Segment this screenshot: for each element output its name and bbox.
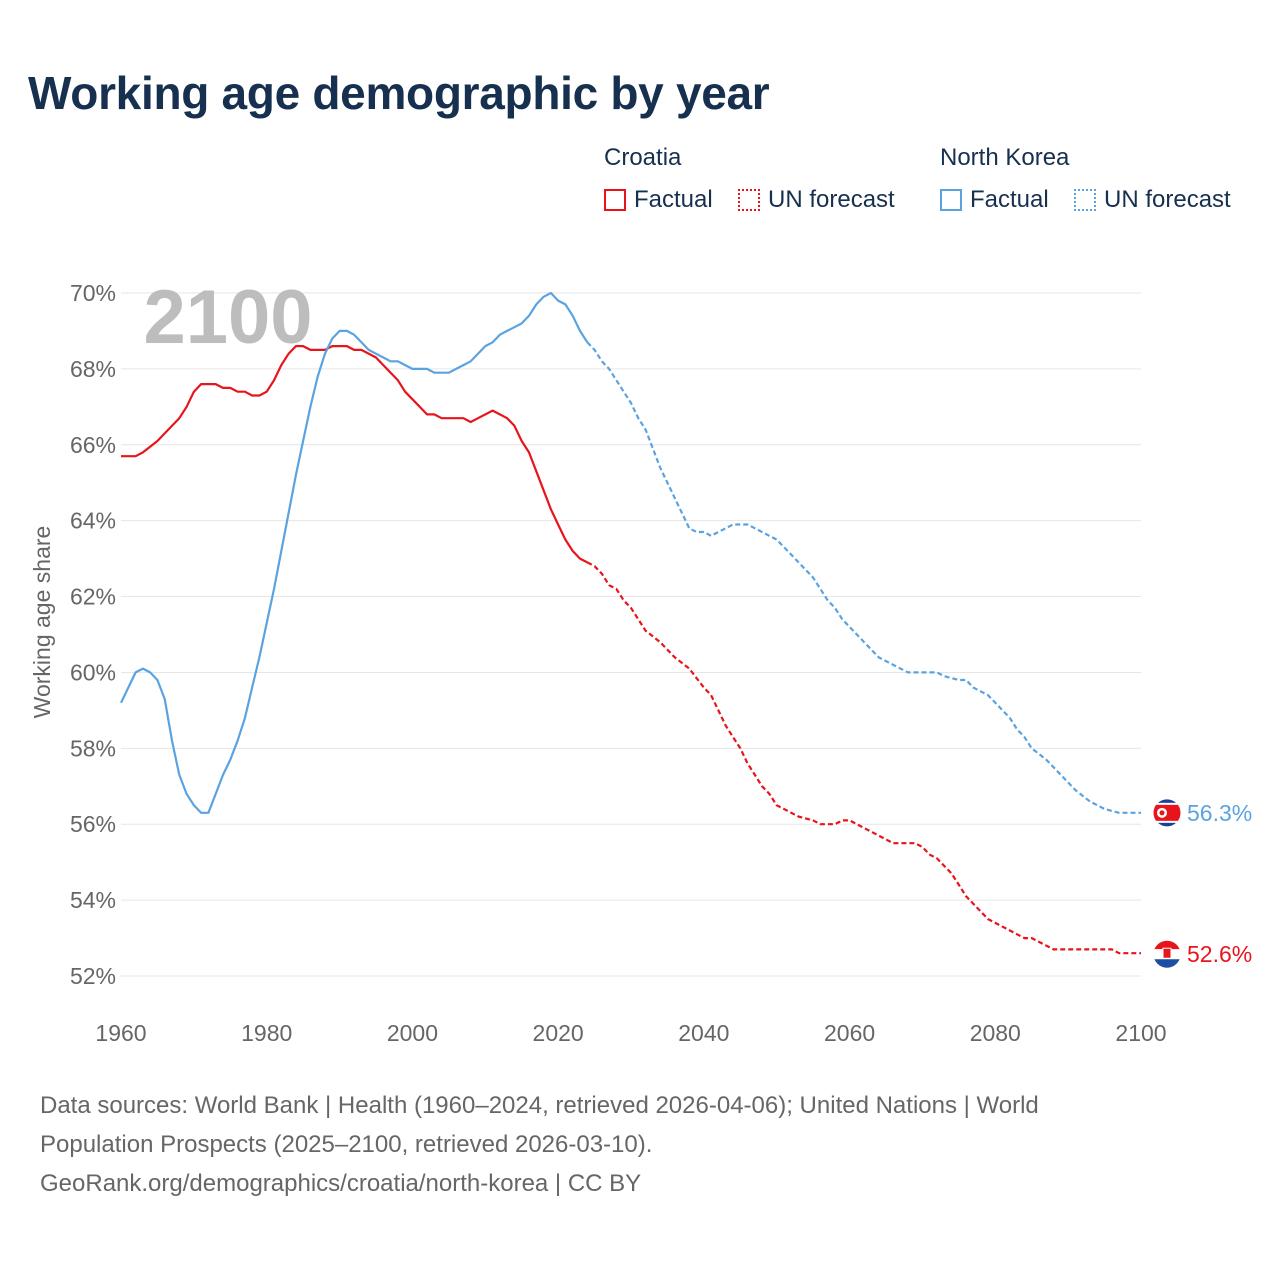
footer-sources-line2: Population Prospects (2025–2100, retriev… <box>40 1131 653 1158</box>
y-tick-label: 60% <box>70 659 116 685</box>
series-line-croatia-forecast <box>586 561 1141 955</box>
legend-group-name: North Korea <box>940 144 1070 171</box>
footer: Data sources: World Bank | Health (1960–… <box>40 1086 1200 1203</box>
x-tick-label: 2100 <box>1115 1020 1166 1046</box>
x-tick-label: 2080 <box>970 1020 1021 1046</box>
legend-label: Factual <box>970 186 1049 213</box>
x-tick-label: 1980 <box>241 1020 292 1046</box>
x-tick-label: 2040 <box>678 1020 729 1046</box>
legend-north-korea-factual[interactable]: Factual <box>940 186 1049 214</box>
footer-credit[interactable]: GeoRank.org/demographics/croatia/north-k… <box>40 1170 642 1197</box>
series-layer <box>120 291 1141 955</box>
legend-dotted-swatch <box>738 189 760 211</box>
legend-solid-swatch <box>604 189 626 211</box>
y-tick-label: 58% <box>70 735 116 761</box>
x-tick-label: 2060 <box>824 1020 875 1046</box>
legend-croatia: Croatia Factual UN forecast <box>604 144 924 224</box>
legend-solid-swatch <box>940 189 962 211</box>
footer-sources-line1: Data sources: World Bank | Health (1960–… <box>40 1092 1039 1119</box>
x-tick-label: 1960 <box>95 1020 146 1046</box>
legend-north-korea: North Korea Factual UN forecast <box>940 144 1260 224</box>
flag-croatia-icon <box>1152 939 1182 969</box>
x-axis: 1960 1980 2000 2020 2040 2060 2080 2100 <box>95 1020 1166 1046</box>
end-label-north-korea: 56.3% <box>1187 800 1252 826</box>
year-watermark: 2100 <box>143 275 312 360</box>
legend-label: Factual <box>634 186 713 213</box>
x-tick-label: 2020 <box>533 1020 584 1046</box>
legend-label: UN forecast <box>1104 186 1231 213</box>
series-line-north-korea-factual <box>120 291 589 814</box>
y-tick-label: 64% <box>70 508 116 534</box>
grid-layer <box>121 292 1141 977</box>
y-tick-label: 70% <box>70 280 116 306</box>
y-tick-label: 66% <box>70 432 116 458</box>
chart-area: 2100 52% 54% 56% 58% 60% 62% 64% 66% 68% 70% 1960… <box>29 275 1252 1046</box>
legend-label: UN forecast <box>768 186 895 213</box>
legend-north-korea-forecast[interactable]: UN forecast <box>1074 186 1231 214</box>
y-tick-label: 62% <box>70 584 116 610</box>
series-line-north-korea-forecast <box>586 341 1141 814</box>
legend-croatia-forecast[interactable]: UN forecast <box>738 186 895 214</box>
y-axis: 52% 54% 56% 58% 60% 62% 64% 66% 68% 70% <box>70 280 116 989</box>
y-tick-label: 54% <box>70 887 116 913</box>
x-tick-label: 2000 <box>387 1020 438 1046</box>
legend-dotted-swatch <box>1074 189 1096 211</box>
y-tick-label: 68% <box>70 356 116 382</box>
flag-north-korea-icon <box>1152 798 1182 828</box>
chart-title: Working age demographic by year <box>28 67 770 119</box>
legend-croatia-factual[interactable]: Factual <box>604 186 713 214</box>
legend-group-name: Croatia <box>604 144 682 171</box>
end-label-croatia: 52.6% <box>1187 941 1252 967</box>
y-axis-label: Working age share <box>29 526 55 719</box>
y-tick-label: 52% <box>70 963 116 989</box>
series-line-croatia-factual <box>121 345 588 564</box>
y-tick-label: 56% <box>70 811 116 837</box>
end-markers: 52.6% 56.3% <box>1152 798 1252 969</box>
